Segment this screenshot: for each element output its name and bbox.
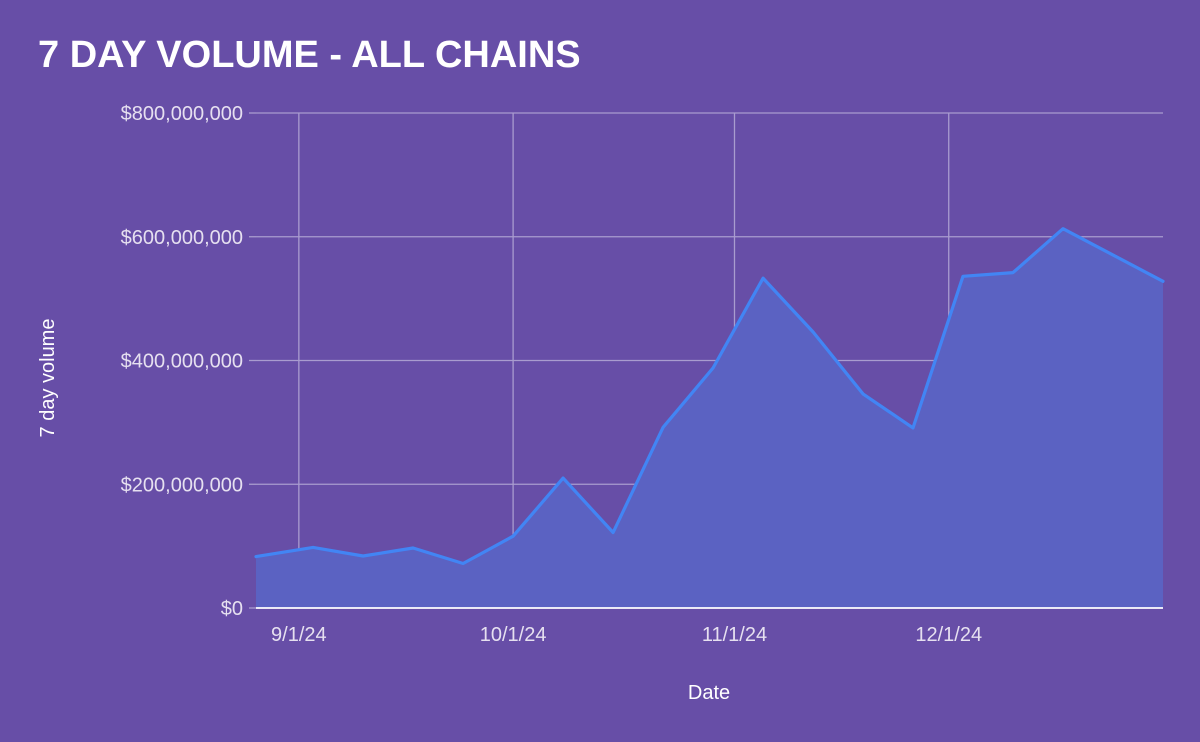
line-layer	[254, 227, 1165, 566]
y-axis-title: 7 day volume	[37, 319, 59, 438]
y-tick-label: $0	[221, 598, 243, 620]
area-layer	[256, 228, 1163, 608]
x-tick-label: 10/1/24	[480, 624, 547, 646]
y-tick-label: $400,000,000	[121, 351, 243, 373]
x-tick-label: 11/1/24	[702, 624, 767, 646]
x-tick-label: 12/1/24	[915, 624, 982, 646]
x-axis-title: Date	[688, 682, 730, 704]
y-tick-label: $800,000,000	[121, 103, 243, 125]
axes: $0 $200,000,000 $400,000,000 $600,000,000 $8…	[121, 103, 1163, 646]
chart-title: 7 DAY VOLUME - ALL CHAINS	[38, 34, 581, 76]
x-tick-label: 9/1/24	[271, 624, 327, 646]
y-tick-label: $200,000,000	[121, 474, 243, 496]
y-tick-label: $600,000,000	[121, 227, 243, 249]
series-area	[256, 228, 1163, 608]
series-line	[254, 227, 1165, 566]
